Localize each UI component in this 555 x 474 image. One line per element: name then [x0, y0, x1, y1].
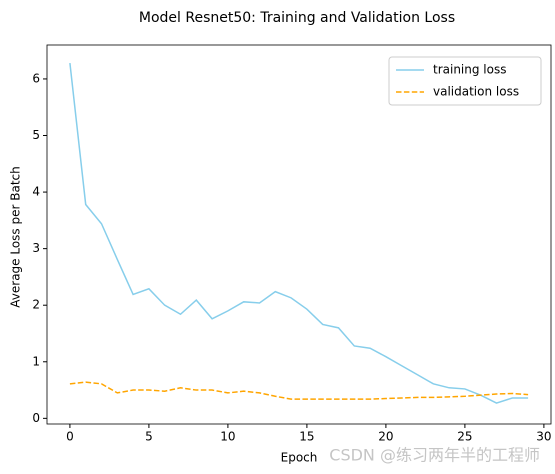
y-tick-label: 4 [32, 185, 40, 199]
legend: training loss validation loss [388, 56, 542, 106]
x-tick-label: 15 [299, 430, 314, 444]
legend-label: validation loss [433, 85, 519, 99]
chart-title: Model Resnet50: Training and Validation … [139, 10, 455, 26]
y-tick-label: 1 [32, 354, 40, 368]
x-tick-label: 10 [220, 430, 235, 444]
legend-label: training loss [433, 63, 506, 77]
y-tick-label: 6 [32, 71, 40, 85]
watermark: CSDN @练习两年半的工程师 [329, 446, 540, 465]
y-tick-label: 0 [32, 411, 40, 425]
x-tick-label: 30 [536, 430, 551, 444]
series-line [69, 381, 529, 400]
series-line [69, 63, 529, 404]
x-tick-label: 0 [66, 430, 74, 444]
x-tick-label: 20 [378, 430, 393, 444]
y-tick-label: 2 [32, 298, 40, 312]
x-tick-label: 5 [145, 430, 153, 444]
x-tick-label: 25 [457, 430, 472, 444]
legend-box [388, 56, 542, 106]
x-axis-label: Epoch [281, 451, 318, 465]
y-tick-label: 3 [32, 241, 40, 255]
y-tick-label: 5 [32, 128, 40, 142]
y-axis-label: Average Loss per Batch [9, 166, 23, 307]
plot-frame [46, 44, 552, 425]
